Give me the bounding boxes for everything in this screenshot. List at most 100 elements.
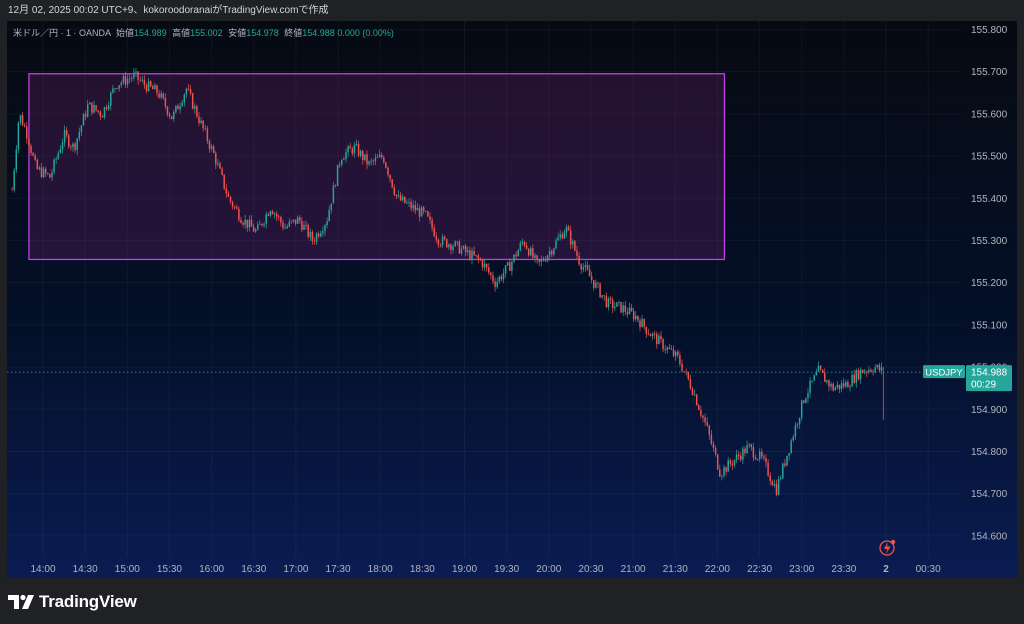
candle-body xyxy=(305,224,307,226)
time-tick-label: 22:00 xyxy=(705,564,730,575)
time-tick-label: 14:30 xyxy=(73,564,98,575)
candle-body xyxy=(876,364,879,368)
candle-body xyxy=(236,206,238,209)
candle-body xyxy=(708,425,711,435)
candle-body xyxy=(725,467,727,472)
candle-body xyxy=(874,367,876,373)
candle-body xyxy=(723,467,725,476)
candle-body xyxy=(872,371,874,373)
candle-body xyxy=(334,185,337,187)
candle-body xyxy=(572,241,574,245)
candle-body xyxy=(513,254,515,262)
candle-body xyxy=(401,196,404,201)
candle-body xyxy=(347,146,349,153)
candle-body xyxy=(805,398,807,403)
candle-body xyxy=(737,454,740,457)
open-value: 154.989 xyxy=(134,28,167,38)
candle-body xyxy=(485,263,488,268)
candle-body xyxy=(878,364,881,371)
time-tick-label: 18:00 xyxy=(368,564,393,575)
rectangle-drawing xyxy=(28,73,726,261)
candle-body xyxy=(719,469,721,477)
time-tick-label: 16:30 xyxy=(241,564,266,575)
candle-body xyxy=(429,216,431,220)
candle-body xyxy=(80,125,83,132)
candles xyxy=(11,68,884,497)
candle-body xyxy=(412,204,414,209)
candle-body xyxy=(662,339,664,350)
candle-body xyxy=(597,282,599,284)
candle-body xyxy=(404,196,406,204)
candle-body xyxy=(59,149,62,153)
candle-body xyxy=(626,311,629,315)
time-tick-label: 22:30 xyxy=(747,564,772,575)
candle-body xyxy=(683,371,685,373)
candle-body xyxy=(740,456,742,460)
candle-body xyxy=(330,203,333,210)
candle-body xyxy=(357,143,360,156)
candle-body xyxy=(763,456,765,459)
candle-body xyxy=(309,231,312,237)
candle-body xyxy=(99,111,102,117)
price-tick-label: 155.300 xyxy=(971,236,1008,247)
candle-body xyxy=(735,454,738,460)
candle-body xyxy=(534,255,536,258)
candle-body xyxy=(611,299,614,309)
candle-body xyxy=(208,141,211,149)
candle-body xyxy=(559,234,561,238)
open-label: 始値 xyxy=(116,28,135,38)
price-tick-label: 155.400 xyxy=(971,194,1008,205)
candle-body xyxy=(280,216,282,223)
price-tag-value: 154.988 xyxy=(971,368,1008,379)
candle-body xyxy=(517,250,519,257)
candle-body xyxy=(160,93,162,98)
candle-body xyxy=(767,462,769,476)
candle-body xyxy=(475,255,477,256)
candle-body xyxy=(206,128,209,142)
candle-body xyxy=(593,280,595,288)
candle-body xyxy=(364,154,366,161)
price-axis: 155.800 155.700 155.600 155.500 155.400 155.3… xyxy=(971,25,1008,542)
candle-body xyxy=(870,369,872,372)
candle-body xyxy=(842,383,845,387)
candle-body xyxy=(187,88,190,90)
candle-body xyxy=(803,400,805,403)
time-tick-label: 23:00 xyxy=(789,564,814,575)
tradingview-logo[interactable]: TradingView xyxy=(8,592,137,612)
candle-body xyxy=(42,168,45,177)
candle-body xyxy=(603,295,606,297)
candle-body xyxy=(359,151,362,156)
candle-body xyxy=(660,335,662,340)
candle-body xyxy=(254,229,257,232)
symbol-label[interactable]: 米ドル／円 · 1 · OANDA xyxy=(13,28,111,38)
candle-body xyxy=(202,120,204,129)
price-tick-label: 154.800 xyxy=(971,447,1008,458)
grid-lines xyxy=(7,21,962,557)
time-tick-label: 19:30 xyxy=(494,564,519,575)
candle-body xyxy=(120,82,123,86)
chart-panel[interactable]: 155.800 155.700 155.600 155.500 155.400 155.3… xyxy=(7,21,1017,578)
candle-body xyxy=(124,76,127,85)
candle-body xyxy=(170,116,173,120)
candle-body xyxy=(790,440,792,454)
candle-body xyxy=(670,348,673,350)
candle-body xyxy=(744,448,746,454)
candle-body xyxy=(240,219,242,223)
candle-body xyxy=(301,221,303,230)
candle-body xyxy=(391,179,393,188)
candle-body xyxy=(504,265,507,274)
candle-body xyxy=(198,116,200,124)
candle-body xyxy=(616,302,618,307)
candle-body xyxy=(754,457,757,460)
candle-body xyxy=(179,106,181,110)
symbol-tag-bg xyxy=(923,365,965,379)
price-chart[interactable]: 155.800 155.700 155.600 155.500 155.400 155.3… xyxy=(7,21,1017,578)
candle-body xyxy=(840,383,843,389)
candle-body xyxy=(196,106,198,117)
candle-body xyxy=(13,170,15,190)
candle-body xyxy=(674,351,677,356)
candle-body xyxy=(769,475,771,482)
candle-body xyxy=(563,232,566,239)
flash-icon[interactable] xyxy=(879,539,896,556)
candle-body xyxy=(181,102,183,107)
